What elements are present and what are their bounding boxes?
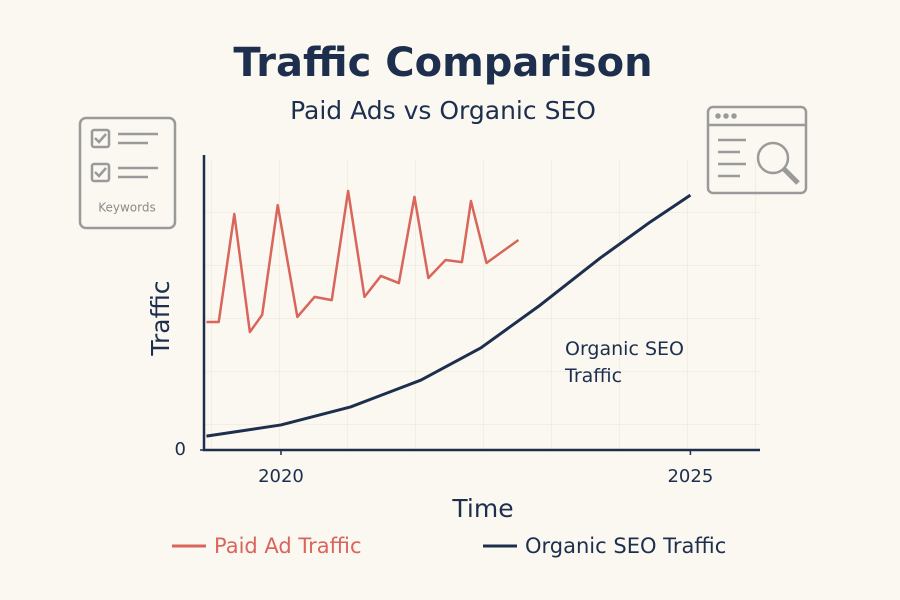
keywords-icon [78,116,177,230]
x-tick-label: 2025 [667,466,713,487]
x-tick-label: 2020 [258,466,304,487]
background-grid [204,160,760,449]
x-axis-label: Time [451,494,513,523]
icon-label: Keywords [98,201,156,215]
search-icon [706,105,808,195]
y-tick-label: 0 [175,439,186,460]
series-line [206,193,692,438]
series-line [206,189,520,334]
legend-label: Paid Ad Traffic [214,534,362,558]
chart-title: Traffic Comparison [233,40,652,86]
chart-subtitle: Paid Ads vs Organic SEO [290,96,596,125]
legend-label: Organic SEO Traffic [525,534,726,558]
annotation: Organic SEO Traffic [565,338,684,387]
y-axis-label: Traffic [146,280,175,356]
legend: Paid Ad Traffic Organic SEO Traffic [172,534,726,558]
